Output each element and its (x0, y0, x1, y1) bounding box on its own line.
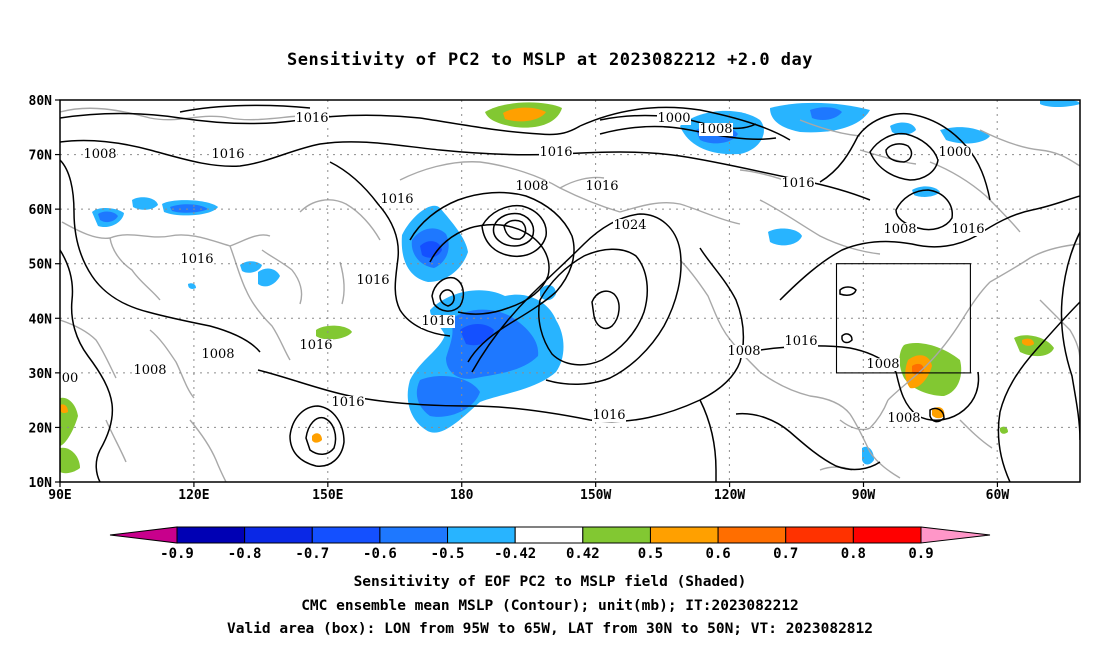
colorbar-swatch (244, 526, 313, 544)
contour-label: 1016 (539, 145, 572, 160)
contour-label: 1016 (211, 147, 244, 162)
lat-tick-label: 60N (29, 203, 53, 218)
lat-tick-label: 70N (29, 149, 53, 164)
colorbar-swatch (649, 526, 719, 544)
colorbar-tick-label: 0.42 (566, 546, 600, 562)
colorbar-tick-label: 0.5 (638, 546, 663, 562)
contour-label: 1016 (180, 252, 213, 267)
sensitivity-shading (60, 100, 1080, 474)
colorbar-tick-label: 0.8 (841, 546, 866, 562)
colorbar-tick-label: -0.9 (160, 546, 194, 562)
colorbar-tick-label: -0.5 (431, 546, 465, 562)
colorbar-tick-label: 0.6 (705, 546, 730, 562)
colorbar-swatch (852, 526, 922, 544)
colorbar: -0.9 -0.8 -0.7 -0.6 -0.5 -0.42 0.42 0.5 0.6 0.7 0.… (109, 526, 991, 562)
contour-label: 1000 (657, 111, 690, 126)
contour-label: 1016 (299, 338, 332, 353)
contour-label: 1008 (201, 347, 234, 362)
contour-label: 1008 (83, 147, 116, 162)
colorbar-swatch (176, 526, 246, 544)
contour-label: 1016 (356, 273, 389, 288)
contour-label: 1016 (380, 192, 413, 207)
lon-tick-label: 120E (178, 488, 209, 503)
contour-label: 1016 (781, 176, 814, 191)
colorbar-high-end-arrow (920, 526, 991, 544)
colorbar-swatch (582, 526, 651, 544)
contour-label: 1016 (585, 179, 618, 194)
valid-area-box (835, 263, 971, 374)
contour-label: 1008 (133, 363, 166, 378)
mslp-contours (60, 104, 1080, 482)
lat-tick-label: 10N (29, 476, 53, 491)
caption-line-3: Valid area (box): LON from 95W to 65W, L… (226, 621, 873, 637)
contour-label: 1016 (331, 395, 364, 410)
contour-label: 1024 (613, 218, 646, 233)
colorbar-tick-label: -0.42 (494, 546, 536, 562)
contour-label: 00 (62, 371, 79, 386)
lat-tick-label: 50N (29, 258, 53, 273)
contour-label: 1008 (727, 344, 760, 359)
lat-tick-label: 20N (29, 421, 53, 436)
contour-label: 1016 (592, 408, 625, 423)
colorbar-low-end-arrow (109, 526, 178, 544)
lon-tick-label: 180 (450, 488, 474, 503)
colorbar-swatch (311, 526, 381, 544)
contour-label: 1008 (515, 179, 548, 194)
colorbar-swatch (785, 526, 854, 544)
colorbar-tick-label: -0.6 (363, 546, 397, 562)
colorbar-swatch (379, 526, 449, 544)
caption-line-1: Sensitivity of EOF PC2 to MSLP field (Sh… (353, 574, 747, 590)
contour-label: 1016 (421, 314, 454, 329)
contour-label: 1008 (699, 122, 732, 137)
colorbar-tick-label: -0.7 (295, 546, 329, 562)
colorbar-swatch (447, 526, 516, 544)
longitude-axis: 90E 120E 150E 180 150W 120W 90W 60W (48, 482, 1009, 503)
lon-tick-label: 90E (48, 488, 71, 503)
lat-tick-label: 80N (29, 94, 53, 109)
contour-label: 1016 (295, 111, 328, 126)
caption-line-2: CMC ensemble mean MSLP (Contour); unit(m… (301, 598, 799, 614)
contour-labels: 1016 1008 1016 1000 1008 1016 1008 1016 1016 1000… (61, 111, 985, 426)
contour-label: 1008 (887, 411, 920, 426)
colorbar-tick-label: -0.8 (228, 546, 262, 562)
map-title: Sensitivity of PC2 to MSLP at 2023082212… (286, 50, 813, 70)
contour-label: 1016 (784, 334, 817, 349)
lon-tick-label: 150W (580, 488, 611, 503)
contour-label: 1008 (866, 357, 899, 372)
lon-tick-label: 90W (852, 488, 876, 503)
map-plot-area: 1016 1008 1016 1000 1008 1016 1008 1016 1016 1000… (60, 100, 1080, 482)
plot-frame (59, 99, 1081, 483)
contour-label: 1000 (938, 145, 971, 160)
lon-tick-label: 150E (312, 488, 343, 503)
lat-tick-label: 30N (29, 367, 53, 382)
lon-tick-label: 60W (986, 488, 1010, 503)
lon-tick-label: 120W (714, 488, 745, 503)
contour-label: 1008 (883, 222, 916, 237)
colorbar-swatch (717, 526, 787, 544)
latitude-axis: 80N 70N 60N 50N 40N 30N 20N 10N (29, 94, 60, 491)
contour-label: 1016 (951, 222, 984, 237)
colorbar-swatch (514, 526, 584, 544)
colorbar-tick-label: 0.9 (908, 546, 933, 562)
colorbar-tick-label: 0.7 (773, 546, 798, 562)
lat-tick-label: 40N (29, 312, 53, 327)
